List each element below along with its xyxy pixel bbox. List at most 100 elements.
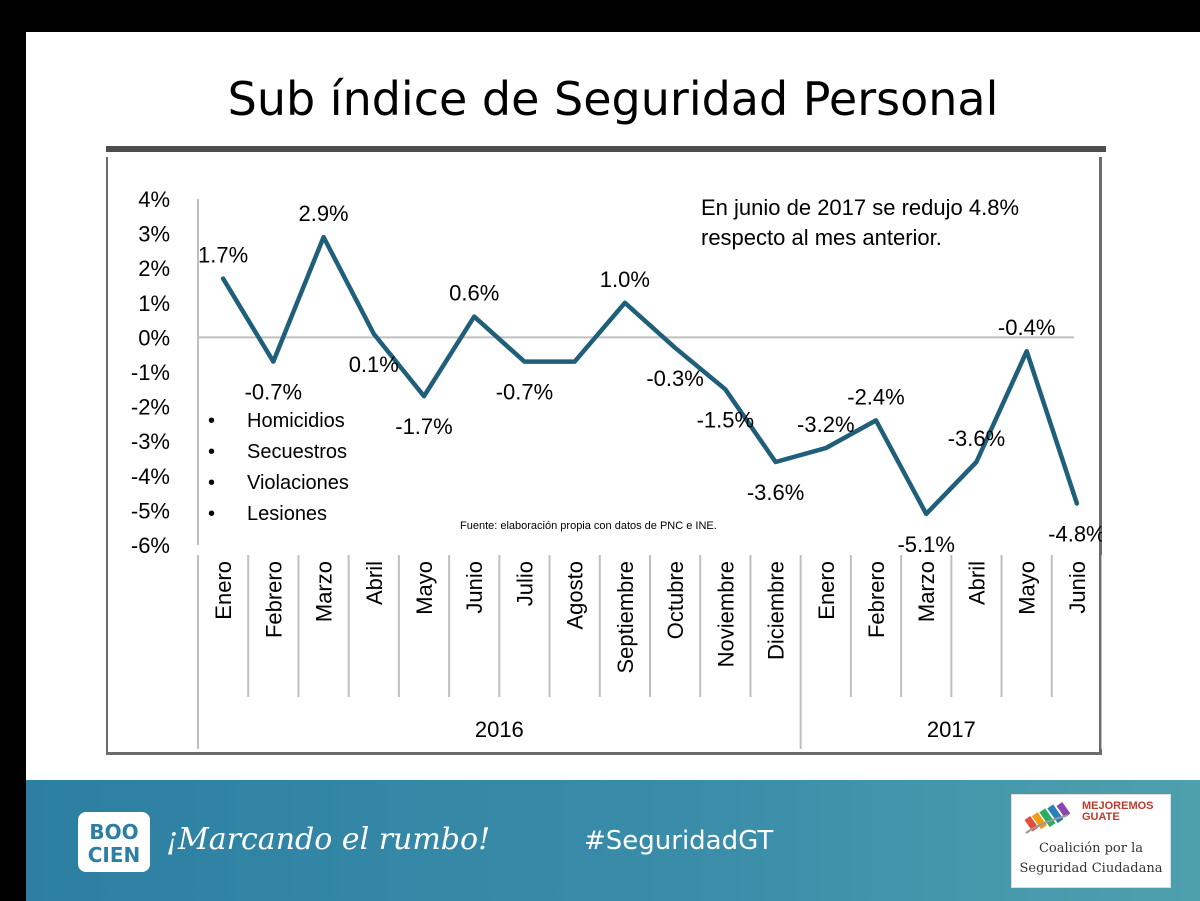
chart-frame: 1.7% -0.7% 2.9% 0.1% -1.7% 0.6% -0.7% 1.0% -0.3%… (106, 157, 1102, 755)
chart-note-line1: En junio de 2017 se redujo 4.8% (701, 195, 1019, 220)
data-label: 2.9% (298, 201, 348, 226)
data-label: -5.1% (897, 532, 954, 557)
data-label: -0.4% (998, 315, 1055, 340)
logo-text-top: BOO (89, 820, 138, 844)
coalition-brand: MEJOREMOS GUATE (1082, 801, 1162, 823)
chart-y-ticks: 4% 3% 2% 1% 0% -1% -2% -3% -4% -5% -6% (131, 187, 170, 558)
line-chart: 1.7% -0.7% 2.9% 0.1% -1.7% 0.6% -0.7% 1.0% -0.3%… (131, 187, 1102, 749)
chart-note-line2: respecto al mes anterior. (701, 225, 942, 250)
data-label: 0.6% (449, 281, 499, 306)
data-label: 1.7% (198, 243, 248, 268)
data-label: -0.7% (245, 380, 302, 405)
x-tick-label: Octubre (663, 561, 688, 639)
x-tick-label: Marzo (312, 561, 337, 622)
x-tick-label: Noviembre (713, 561, 738, 667)
data-label: -4.8% (1048, 521, 1102, 546)
data-label: -0.7% (496, 380, 553, 405)
data-point (875, 419, 877, 421)
coalition-brand-line1: MEJOREMOS (1082, 800, 1154, 812)
data-point (975, 461, 977, 463)
slide: Sub índice de Seguridad Personal 1.7% -0.… (26, 32, 1200, 901)
cien-logo: BOO CIEN (78, 812, 150, 872)
data-point (1026, 350, 1028, 352)
bullet-marker: • (208, 410, 215, 432)
y-tick-label: -1% (131, 360, 170, 385)
coalition-logo: MEJOREMOS GUATE Coalición por la Segurid… (1011, 794, 1171, 888)
hand-icon (1024, 801, 1071, 834)
data-point (724, 388, 726, 390)
data-point (925, 513, 927, 515)
data-label: -3.6% (948, 426, 1005, 451)
x-tick-label: Abril (362, 561, 387, 605)
hashtag: #SeguridadGT (584, 826, 774, 856)
x-tick-label: Agosto (563, 561, 588, 630)
data-point (574, 361, 576, 363)
x-tick-label: Diciembre (764, 561, 789, 660)
bullet-marker: • (208, 503, 215, 525)
data-point (272, 361, 274, 363)
x-group-label: 2017 (927, 717, 976, 742)
data-point (624, 302, 626, 304)
series-line (220, 234, 1080, 517)
x-tick-label: Marzo (914, 561, 939, 622)
y-tick-label: -4% (131, 464, 170, 489)
data-label: -3.2% (797, 412, 854, 437)
chart-series (220, 234, 1080, 517)
slogan: ¡Marcando el rumbo! (166, 822, 491, 857)
coalition-text: Coalición por la Seguridad Ciudadana (1012, 839, 1170, 879)
bullet-secuestros: Secuestros (247, 441, 347, 463)
bullet-marker: • (208, 441, 215, 463)
data-label: -1.5% (697, 407, 754, 432)
data-label: 0.1% (349, 352, 399, 377)
coalition-line2: Seguridad Ciudadana (1019, 861, 1163, 876)
data-point (1076, 502, 1078, 504)
x-group-label: 2016 (475, 717, 524, 742)
footer-bar: BOO CIEN ¡Marcando el rumbo! #SeguridadG… (26, 780, 1200, 901)
chart-bullet-list: • Homicidios • Secuestros • Violaciones … (208, 410, 349, 525)
y-tick-label: -3% (131, 429, 170, 454)
y-tick-label: -2% (131, 395, 170, 420)
x-tick-label: Junio (1065, 561, 1090, 614)
x-tick-label: Mayo (1015, 561, 1040, 615)
bullet-marker: • (208, 472, 215, 494)
chart-axes (197, 199, 1102, 749)
data-point (674, 347, 676, 349)
data-point (775, 461, 777, 463)
x-tick-label: Enero (211, 561, 236, 620)
coalition-line1: Coalición por la (1038, 841, 1143, 856)
data-point (473, 316, 475, 318)
coalition-brand-line2: GUATE (1082, 811, 1120, 823)
bullet-homicidios: Homicidios (247, 410, 345, 432)
y-tick-label: -6% (131, 533, 170, 558)
x-tick-label: Mayo (412, 561, 437, 615)
data-point (423, 395, 425, 397)
x-tick-label: Enero (814, 561, 839, 620)
logo-text-bottom: CIEN (88, 843, 141, 867)
y-tick-label: 3% (138, 222, 170, 247)
x-tick-label: Abril (964, 561, 989, 605)
chart-x-ticks: Enero Febrero Marzo Abril Mayo Junio Julio Agos… (211, 561, 1090, 742)
data-label: 1.0% (600, 267, 650, 292)
x-tick-label: Febrero (261, 561, 286, 638)
slide-title: Sub índice de Seguridad Personal (227, 72, 999, 126)
data-point (222, 278, 224, 280)
x-tick-label: Septiembre (613, 561, 638, 674)
data-label: -2.4% (847, 384, 904, 409)
data-label: -1.7% (395, 414, 452, 439)
data-point (523, 361, 525, 363)
x-tick-label: Febrero (864, 561, 889, 638)
data-point (825, 447, 827, 449)
data-point (323, 236, 325, 238)
data-label: -3.6% (747, 480, 804, 505)
y-tick-label: 1% (138, 291, 170, 316)
chart-data-labels: 1.7% -0.7% 2.9% 0.1% -1.7% 0.6% -0.7% 1.0% -0.3%… (198, 201, 1102, 557)
data-label: -0.3% (646, 366, 703, 391)
y-tick-label: 2% (138, 256, 170, 281)
title-divider (106, 146, 1106, 152)
chart-source: Fuente: elaboración propia con datos de … (460, 520, 717, 532)
data-point (373, 333, 375, 335)
bullet-violaciones: Violaciones (247, 472, 349, 494)
y-tick-label: -5% (131, 498, 170, 523)
x-tick-label: Julio (512, 561, 537, 606)
y-tick-label: 0% (138, 325, 170, 350)
